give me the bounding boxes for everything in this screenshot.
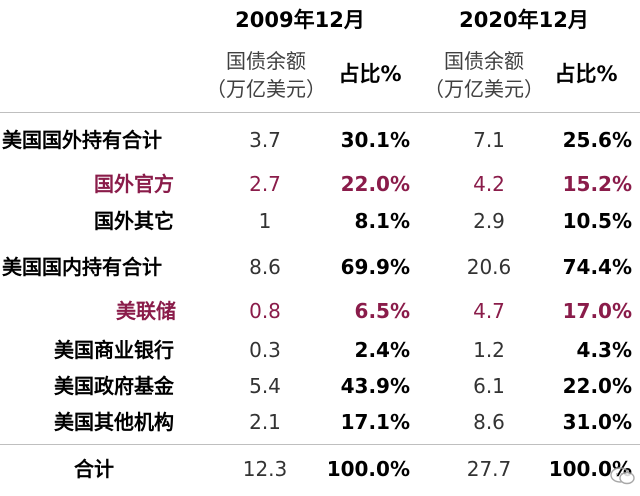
row-label: 美国国内持有合计 (2, 255, 162, 279)
share-header-2020: 占比% (554, 62, 618, 86)
balance-2009: 0.3 (249, 338, 281, 362)
share-2020: 74.4% (562, 255, 632, 279)
balance-header-2020-line2: （万亿美元） (424, 77, 544, 101)
balance-header-2009-line1: 国债余额 (226, 49, 306, 73)
balance-header-2020-line1: 国债余额 (444, 49, 524, 73)
share-2020: 25.6% (562, 128, 632, 152)
total-share-2009: 100.0% (326, 457, 410, 481)
total-balance-2020: 27.7 (466, 457, 512, 481)
balance-2009: 1 (258, 209, 272, 233)
row-label-highlight: 美联储 (116, 299, 176, 323)
total-label: 合计 (74, 457, 114, 481)
row-label: 美国国外持有合计 (2, 128, 162, 152)
share-2020: 10.5% (562, 209, 632, 233)
row-label: 美国其他机构 (54, 410, 174, 434)
row-label: 美国政府基金 (54, 374, 174, 398)
share-header-2009: 占比% (338, 62, 402, 86)
balance-2020: 7.1 (473, 128, 505, 152)
row-label-highlight: 国外官方 (94, 172, 174, 196)
share-2020: 17.0% (562, 299, 632, 323)
period-header-2009: 2009年12月 (235, 8, 365, 32)
balance-2009: 3.7 (249, 128, 281, 152)
balance-2009: 5.4 (249, 374, 281, 398)
row-label: 美国商业银行 (54, 338, 174, 362)
balance-2009: 0.8 (249, 299, 281, 323)
balance-2020: 2.9 (473, 209, 505, 233)
share-2009: 43.9% (340, 374, 410, 398)
balance-2020: 1.2 (473, 338, 505, 362)
balance-2009: 2.7 (249, 172, 281, 196)
share-2009: 6.5% (354, 299, 410, 323)
share-2009: 17.1% (340, 410, 410, 434)
share-2020: 22.0% (562, 374, 632, 398)
share-2020: 31.0% (562, 410, 632, 434)
balance-2020: 6.1 (473, 374, 505, 398)
watermark (610, 466, 636, 486)
total-divider (0, 444, 640, 445)
share-2009: 69.9% (340, 255, 410, 279)
header-divider (0, 112, 640, 113)
row-label: 国外其它 (94, 209, 174, 233)
balance-2009: 2.1 (249, 410, 281, 434)
share-2009: 30.1% (340, 128, 410, 152)
period-header-2020: 2020年12月 (459, 8, 589, 32)
total-balance-2009: 12.3 (242, 457, 288, 481)
share-2009: 8.1% (354, 209, 410, 233)
balance-2020: 8.6 (473, 410, 505, 434)
share-2020: 15.2% (562, 172, 632, 196)
balance-header-2009-line2: （万亿美元） (206, 77, 326, 101)
share-2020: 4.3% (576, 338, 632, 362)
balance-2020: 4.2 (473, 172, 505, 196)
balance-2020: 4.7 (473, 299, 505, 323)
share-2009: 22.0% (340, 172, 410, 196)
balance-2020: 20.6 (466, 255, 512, 279)
balance-2009: 8.6 (249, 255, 281, 279)
share-2009: 2.4% (354, 338, 410, 362)
chat-bubble-icon (610, 467, 635, 485)
